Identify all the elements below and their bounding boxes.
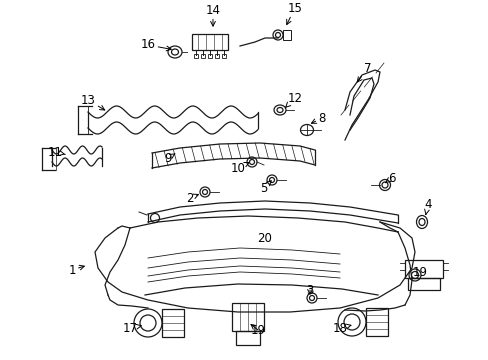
Text: 19: 19	[412, 266, 427, 279]
Text: 15: 15	[286, 1, 302, 24]
Text: 17: 17	[122, 321, 141, 334]
Bar	[283, 30, 290, 40]
Bar	[42, 148, 56, 170]
Text: 1: 1	[68, 264, 84, 276]
Text: 2: 2	[186, 192, 198, 204]
Text: 18: 18	[332, 321, 350, 334]
Text: 9: 9	[164, 152, 175, 165]
Text: 11: 11	[47, 145, 65, 158]
Text: 3: 3	[305, 284, 313, 297]
Bar	[215, 54, 219, 58]
Text: 7: 7	[357, 62, 371, 82]
Bar	[404, 260, 442, 278]
Bar	[78, 106, 88, 134]
Bar	[194, 54, 198, 58]
Bar	[222, 54, 225, 58]
Bar	[407, 278, 439, 290]
Bar	[201, 54, 204, 58]
Text: 14: 14	[205, 4, 220, 26]
Text: 19: 19	[250, 324, 265, 337]
Text: 8: 8	[311, 112, 325, 125]
Text: 12: 12	[285, 91, 302, 107]
Bar	[365, 308, 387, 336]
Bar	[162, 309, 183, 337]
Text: 10: 10	[230, 162, 248, 175]
Text: 20: 20	[257, 231, 272, 244]
Bar	[192, 34, 227, 50]
Bar	[207, 54, 212, 58]
Text: 6: 6	[385, 171, 395, 184]
Text: 16: 16	[140, 39, 171, 51]
Text: 4: 4	[424, 198, 431, 215]
Bar	[231, 303, 264, 331]
Text: 13: 13	[81, 94, 104, 110]
Text: 5: 5	[260, 181, 271, 194]
Bar	[236, 331, 260, 345]
